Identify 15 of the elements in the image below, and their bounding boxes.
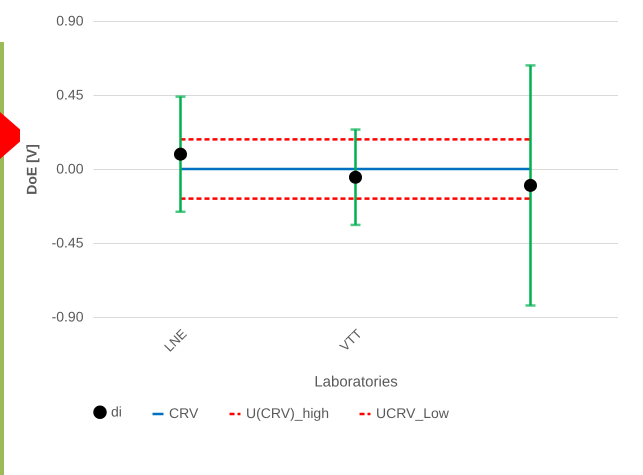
x-axis-title: Laboratories [314,374,398,391]
point [348,170,362,184]
y-tick-label: 0.45 [56,86,84,102]
x-tick-label: VTT [336,326,365,354]
y-tick-label: 0.00 [56,160,84,176]
y-tick-label: 0.90 [56,12,84,28]
legend-label: CRV [169,405,199,421]
point [174,148,188,161]
y-tick-label: -0.90 [52,308,84,324]
y-tick-label: -0.45 [52,234,84,250]
legend-label: U(CRV)_high [246,405,329,421]
legend-label: di [111,403,122,420]
y-axis-title: DoE [V] [24,144,40,195]
legend-label: UCRV_Low [376,405,450,421]
point [524,178,538,192]
